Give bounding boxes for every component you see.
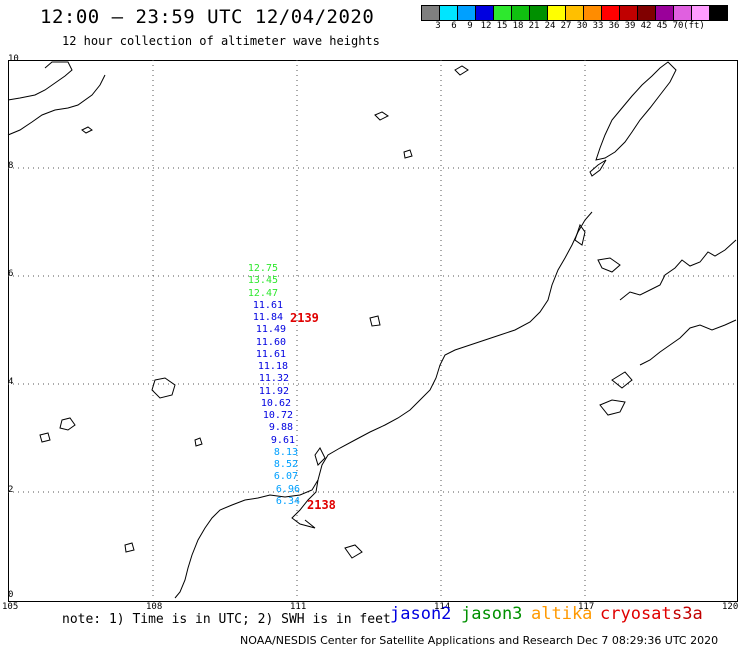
y-tick-4: 4 (8, 377, 14, 387)
scale-label: 18 (512, 21, 524, 31)
scale-label: 39 (624, 21, 636, 31)
x-tick-117: 117 (578, 602, 595, 612)
note-text: note: 1) Time is in UTC; 2) SWH is in fe… (62, 612, 391, 627)
y-tick-8: 8 (8, 161, 14, 171)
scale-label: 12 (480, 21, 492, 31)
wave-height-label: 6.34 (275, 495, 300, 507)
scale-swatch (709, 5, 728, 21)
wave-height-label: 8.52 (273, 459, 298, 470)
scale-label: 70 (672, 21, 684, 31)
wave-height-label: 11.84 (252, 312, 283, 323)
time-label-2138: 2138 (307, 498, 336, 512)
y-tick-6: 6 (8, 269, 14, 279)
wave-height-label: 11.92 (258, 385, 289, 397)
scale-label: 6 (451, 21, 457, 31)
wave-height-label: 13.45 (247, 275, 278, 287)
map-frame (8, 60, 738, 602)
scale-label: 9 (467, 21, 473, 31)
satellite-s3a: s3a (672, 604, 703, 624)
wave-height-label: 11.60 (255, 336, 286, 348)
scale-label: 15 (496, 21, 508, 31)
wave-height-label: 11.61 (255, 348, 286, 360)
x-tick-120: 120 (722, 602, 739, 612)
scale-label: 33 (592, 21, 604, 31)
wave-height-label: 11.61 (252, 299, 283, 311)
wave-height-label: 6.07 (273, 471, 298, 483)
scale-label: 3 (435, 21, 441, 31)
x-tick-108: 108 (146, 602, 163, 612)
scale-label: (ft) (683, 21, 705, 31)
wave-height-label: 12.47 (247, 287, 278, 299)
wave-height-label: 9.88 (268, 422, 293, 434)
y-tick-2: 2 (8, 485, 14, 495)
wave-height-label: 10.62 (260, 397, 291, 409)
satellite-jason3: jason3 (461, 604, 523, 624)
wave-height-label: 11.32 (258, 373, 289, 385)
scale-label: 30 (576, 21, 588, 31)
chart-subtitle: 12 hour collection of altimeter wave hei… (62, 34, 380, 48)
y-tick-10: 10 (8, 54, 19, 64)
wave-height-label: 12.75 (247, 263, 278, 274)
wave-height-label: 9.61 (270, 434, 295, 446)
wave-height-label: 10.72 (262, 410, 293, 421)
scale-label: 27 (560, 21, 572, 31)
scale-label: 24 (544, 21, 556, 31)
y-tick-0: 0 (8, 590, 14, 600)
x-tick-105: 105 (2, 602, 19, 612)
wave-height-label: 6.96 (275, 483, 300, 495)
wave-height-label: 11.49 (255, 324, 286, 336)
x-tick-114: 114 (434, 602, 451, 612)
scale-label: 45 (656, 21, 668, 31)
color-scale (421, 5, 728, 21)
chart-title: 12:00 – 23:59 UTC 12/04/2020 (40, 6, 375, 28)
scale-label: 21 (528, 21, 540, 31)
satellite-cryosat: cryosat (600, 604, 672, 624)
credit-line: NOAA/NESDIS Center for Satellite Applica… (240, 634, 719, 647)
wave-height-label: 11.18 (257, 361, 288, 372)
time-label-2139: 2139 (290, 311, 319, 325)
wave-height-label: 8.13 (273, 446, 298, 458)
satellite-jason2: jason2 (390, 604, 452, 624)
x-tick-111: 111 (290, 602, 307, 612)
scale-label: 42 (640, 21, 652, 31)
scale-label: 36 (608, 21, 620, 31)
satellite-altika: altika (531, 604, 593, 624)
